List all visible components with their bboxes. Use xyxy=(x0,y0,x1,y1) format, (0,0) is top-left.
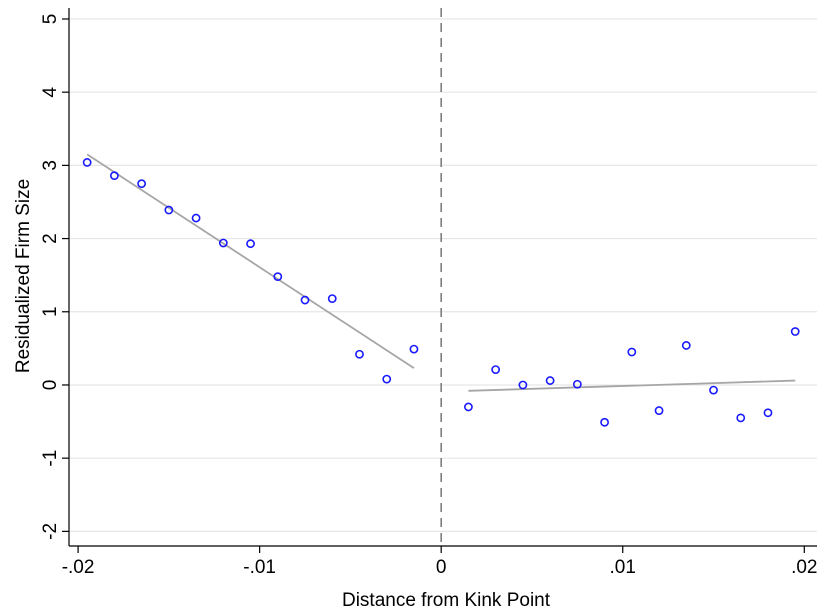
x-tick-label-1: -.01 xyxy=(243,557,276,578)
point-left-1 xyxy=(109,171,119,181)
y-axis-label: Residualized Firm Size xyxy=(13,179,34,373)
point-right-5 xyxy=(600,417,609,427)
y-tick-label-0: -2 xyxy=(40,523,61,540)
y-tick-label-1: -1 xyxy=(40,450,61,467)
axes xyxy=(62,8,817,553)
tick-labels: -2 -1 0 1 2 3 4 5 -.02 -.01 0 .01 .02 xyxy=(40,14,818,578)
x-tick-label-2: 0 xyxy=(436,557,447,578)
fit-line-left xyxy=(86,153,415,369)
point-left-12 xyxy=(409,344,419,354)
x-axis-label: Distance from Kink Point xyxy=(342,590,551,611)
point-left-3 xyxy=(164,205,174,215)
point-right-11 xyxy=(763,408,773,418)
point-left-7 xyxy=(273,272,283,282)
y-tick-label-7: 5 xyxy=(40,14,61,25)
x-tick-label-0: -.02 xyxy=(62,557,95,578)
data-points xyxy=(82,158,800,427)
fit-line-right xyxy=(468,379,796,392)
point-right-4 xyxy=(572,379,582,389)
point-left-5 xyxy=(218,238,228,248)
point-left-2 xyxy=(137,179,147,189)
y-tick-label-6: 4 xyxy=(40,86,61,97)
point-left-8 xyxy=(300,295,310,305)
y-tick-label-4: 2 xyxy=(40,233,61,244)
point-left-4 xyxy=(191,213,201,223)
y-tick-label-3: 1 xyxy=(40,306,61,317)
y-tick-label-2: 0 xyxy=(40,380,61,391)
point-left-0 xyxy=(82,158,92,167)
point-right-1 xyxy=(491,365,501,374)
point-right-6 xyxy=(627,347,637,357)
point-right-10 xyxy=(736,413,746,423)
x-tick-label-3: .01 xyxy=(610,557,636,578)
grid-lines xyxy=(69,18,817,532)
point-right-2 xyxy=(518,380,528,390)
point-right-0 xyxy=(464,402,473,412)
point-right-8 xyxy=(681,341,691,350)
point-right-9 xyxy=(709,385,718,395)
point-right-3 xyxy=(545,376,555,385)
point-right-7 xyxy=(654,406,664,415)
point-left-11 xyxy=(382,374,392,384)
point-left-10 xyxy=(355,349,364,359)
point-right-12 xyxy=(790,327,800,336)
x-tick-label-4: .02 xyxy=(791,557,817,578)
point-left-9 xyxy=(327,294,337,303)
y-tick-label-5: 3 xyxy=(40,160,61,171)
point-left-6 xyxy=(246,239,255,249)
